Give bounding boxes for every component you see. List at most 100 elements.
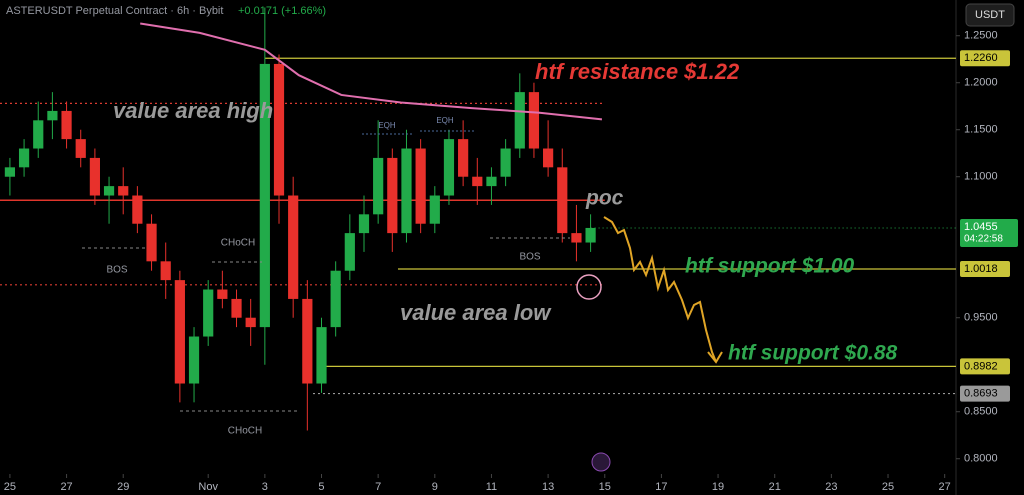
candle-body	[585, 227, 596, 243]
candle-body	[429, 195, 440, 224]
last-price-tag	[960, 218, 1018, 247]
candle-body	[486, 176, 497, 187]
price-change: +0.0171 (+1.66%)	[238, 5, 326, 17]
vah-note: value area high	[113, 98, 273, 123]
x-tick-label: 29	[117, 481, 129, 493]
last-price-label: 1.0455	[964, 221, 998, 233]
eqh-label: EQH	[378, 121, 396, 130]
plot: 0.8000 0.8500 0.9500 1.1000 1.1500 1.2000 1.25…	[0, 7, 1018, 493]
candle-body	[458, 139, 469, 177]
x-tick-label: 27	[939, 481, 951, 493]
x-tick-label: 3	[262, 481, 268, 493]
projection-path	[603, 216, 717, 363]
candle-body	[103, 186, 115, 196]
x-tick-label: 17	[655, 481, 667, 493]
candle-body	[443, 139, 455, 196]
y-tick-label: 0.8500	[964, 406, 998, 418]
candle-body	[259, 63, 270, 328]
x-tick-label: 13	[542, 481, 554, 493]
candle-body	[89, 157, 100, 196]
candle-body	[217, 289, 228, 299]
y-tick-label: 0.9500	[964, 312, 998, 324]
poc-retest-circle	[576, 274, 602, 300]
eqh-label: EQH	[436, 116, 454, 125]
x-tick-label: 25	[882, 481, 894, 493]
candle-body	[18, 148, 30, 168]
candle-body	[174, 280, 185, 384]
x-tick-label: 25	[4, 481, 16, 493]
symbol-title: ASTERUSDT Perpetual Contract · 6h · Bybi…	[6, 5, 223, 17]
x-tick-label: 23	[825, 481, 837, 493]
currency-button[interactable]	[965, 3, 1015, 27]
x-tick-label: 21	[769, 481, 781, 493]
candle-body	[543, 148, 554, 168]
candle-body	[316, 327, 327, 384]
level-tag-label: 1.2260	[964, 52, 998, 64]
candle-body	[500, 148, 511, 177]
y-tick-label: 0.8000	[964, 453, 998, 465]
candle-body	[231, 298, 242, 318]
candle-body	[203, 289, 214, 337]
candle-body	[132, 195, 143, 224]
support-note: htf support $0.88	[728, 342, 898, 365]
candle-body	[571, 233, 582, 243]
x-tick-label: 15	[599, 481, 611, 493]
x-tick-label: 5	[318, 481, 324, 493]
x-tick-label: 11	[486, 481, 497, 493]
val-note: value area low	[400, 300, 552, 325]
candle-body	[387, 157, 398, 234]
candle-body	[33, 120, 44, 149]
bos-label: BOS	[519, 252, 540, 263]
candle-body	[245, 317, 256, 328]
candle-body	[288, 195, 299, 299]
candle-body	[514, 92, 525, 149]
level-tag	[960, 385, 1010, 402]
candle-body	[344, 233, 355, 271]
poc-note: poc	[585, 187, 624, 210]
candle-body	[118, 186, 129, 196]
candle-body	[373, 157, 384, 215]
candle-body	[528, 92, 540, 149]
candle-body	[75, 139, 86, 158]
countdown-label: 04:22:58	[964, 234, 1003, 245]
candle-body	[401, 148, 412, 234]
candle-body	[61, 110, 72, 140]
candle-body	[358, 214, 370, 234]
resistance-note: htf resistance $1.22	[535, 59, 740, 84]
y-tick-label: 1.1500	[964, 124, 998, 136]
currency-label: USDT	[975, 9, 1005, 21]
candle-body	[4, 167, 16, 177]
candle-body	[273, 63, 285, 196]
y-tick-label: 1.1000	[964, 171, 998, 183]
projection-arrowhead	[707, 351, 723, 364]
x-tick-label: 9	[432, 481, 438, 493]
y-tick-label: 1.2500	[964, 30, 998, 42]
level-tag-label: 1.0018	[964, 263, 998, 275]
support-note: htf support $1.00	[685, 255, 855, 278]
bos-label: BOS	[106, 265, 127, 276]
x-tick-label: 7	[375, 481, 381, 493]
candle-body	[472, 176, 483, 187]
candle-body	[302, 298, 313, 384]
candle-body	[146, 223, 157, 262]
level-tag-label: 0.8693	[964, 387, 998, 399]
choch-label: CHoCH	[228, 426, 262, 437]
choch-label: CHoCH	[221, 238, 255, 249]
candle-body	[557, 167, 568, 234]
level-tag	[960, 358, 1010, 375]
candle-body	[330, 270, 341, 328]
x-tick-label: 19	[712, 481, 724, 493]
candle-body	[188, 336, 200, 384]
level-tag	[960, 50, 1010, 67]
x-tick-label: Nov	[198, 481, 218, 493]
moving-average	[140, 22, 603, 121]
event-icon[interactable]	[591, 452, 611, 472]
x-tick-label: 27	[60, 481, 72, 493]
candle-body	[160, 261, 171, 281]
candle-body	[47, 110, 58, 121]
level-tag-label: 0.8982	[964, 360, 998, 372]
level-tag	[960, 261, 1010, 278]
y-tick-label: 1.2000	[964, 77, 998, 89]
